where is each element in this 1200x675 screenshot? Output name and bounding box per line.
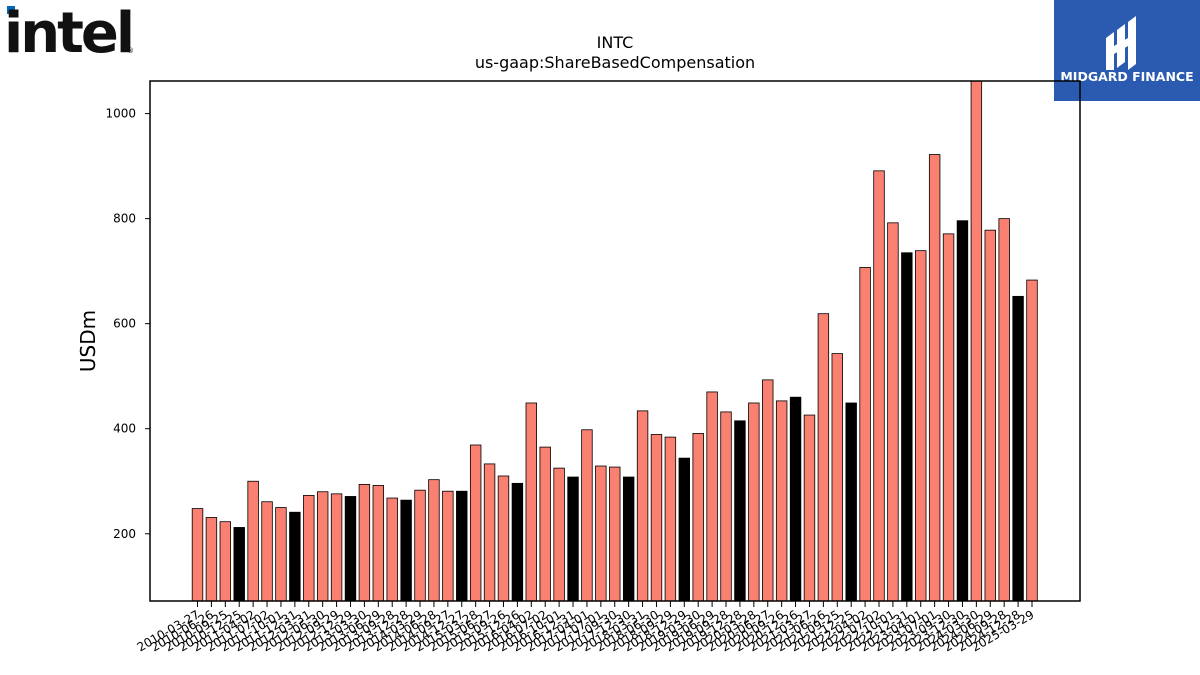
bar-2020-12-26: [789, 396, 802, 602]
bar-2023-07-01: [928, 154, 941, 602]
bar-2016-07-02: [539, 446, 551, 602]
bar-2021-03-27: [803, 414, 816, 602]
bar-2011-10-01: [275, 507, 287, 602]
bar-2011-04-02: [247, 480, 259, 602]
midgard-logo-mark-icon: [1106, 16, 1136, 70]
bar-2025-03-29: [1026, 279, 1038, 602]
bar-2012-12-29: [344, 496, 357, 602]
bar-2018-03-31: [636, 410, 649, 602]
bar-2015-03-28: [469, 444, 482, 602]
bar-2019-09-28: [720, 411, 732, 602]
bar-2022-12-31: [901, 252, 913, 602]
chart-title: INTC: [597, 33, 634, 52]
bar-2017-04-01: [581, 429, 593, 602]
bar-2024-06-29: [984, 229, 996, 602]
bar-2018-09-29: [664, 436, 677, 602]
bar-2013-09-28: [386, 497, 398, 602]
bar-2010-12-25: [233, 527, 245, 602]
bar-2022-10-01: [887, 222, 899, 602]
intel-logo-dot: [7, 6, 15, 14]
bar-2011-07-02: [261, 501, 273, 602]
bar-2016-12-31: [567, 476, 579, 602]
bar-2014-09-27: [442, 490, 454, 602]
bar-2012-06-30: [316, 491, 329, 602]
bar-2017-07-01: [595, 465, 607, 602]
bar-2010-03-27: [191, 508, 204, 602]
bar-2012-03-31: [303, 495, 315, 602]
bar-2016-04-02: [525, 402, 538, 602]
x-axis-ticks: 2010-03-272010-06-262010-09-252010-12-25…: [135, 601, 1037, 654]
bar-2014-12-27: [456, 490, 468, 602]
bar-2013-03-30: [358, 483, 371, 602]
plot-frame: [149, 80, 1081, 602]
y-tick-label: 1000: [105, 107, 136, 121]
bar-2010-06-26: [205, 517, 218, 602]
y-tick-label: 200: [113, 527, 136, 541]
bar-2017-09-30: [609, 466, 621, 602]
bar-2020-03-28: [748, 402, 760, 602]
bar-2015-06-27: [483, 463, 496, 602]
bar-2019-03-30: [692, 433, 704, 602]
y-tick-label: 800: [113, 212, 136, 226]
bar-2017-12-30: [622, 476, 635, 602]
bar-2021-09-25: [831, 353, 843, 602]
bar-2023-09-30: [942, 233, 955, 602]
bar-2020-06-27: [762, 379, 774, 602]
bar-2014-06-28: [428, 479, 440, 602]
bar-2010-09-25: [219, 521, 232, 602]
bar-2020-09-26: [775, 400, 788, 602]
midgard-logo-background: [1054, 0, 1200, 101]
bar-2022-04-02: [859, 267, 871, 602]
bar-2023-12-30: [956, 220, 969, 602]
bar-2018-12-29: [678, 457, 690, 602]
bar-2022-07-02: [873, 170, 885, 602]
bar-2014-03-29: [414, 489, 426, 602]
bar-2024-03-30: [970, 80, 983, 602]
bar-2013-12-28: [400, 499, 412, 602]
midgard-finance-logo: MIDGARD FINANCE: [1054, 0, 1200, 101]
bar-2011-12-31: [289, 511, 301, 602]
bar-2013-06-29: [372, 485, 385, 602]
y-tick-label: 400: [113, 422, 136, 436]
bar-2018-06-30: [650, 434, 663, 602]
bar-series: [191, 80, 1038, 602]
bar-2015-09-26: [497, 475, 510, 602]
bar-2012-09-29: [330, 493, 343, 602]
intel-logo-registered-mark: ®: [127, 47, 134, 55]
bar-2019-12-28: [734, 420, 746, 602]
y-tick-label: 600: [113, 317, 136, 331]
y-axis-label: USDm: [76, 310, 100, 372]
y-axis-ticks: 200 400 600 800 1000: [105, 107, 150, 541]
bar-2019-06-29: [706, 391, 718, 602]
intel-logo-wordmark: intel: [4, 2, 132, 60]
midgard-logo-text: MIDGARD FINANCE: [1060, 69, 1193, 84]
bar-2021-12-25: [845, 402, 857, 602]
bar-2021-06-26: [817, 313, 830, 602]
bar-2024-12-28: [1012, 295, 1024, 602]
chart-subtitle: us-gaap:ShareBasedCompensation: [475, 53, 755, 72]
intel-logo: intel ®: [4, 2, 135, 60]
bar-2023-04-01: [915, 250, 927, 602]
bar-2016-10-01: [553, 467, 565, 602]
bar-2024-09-28: [998, 218, 1010, 602]
bar-2015-12-26: [511, 482, 524, 602]
